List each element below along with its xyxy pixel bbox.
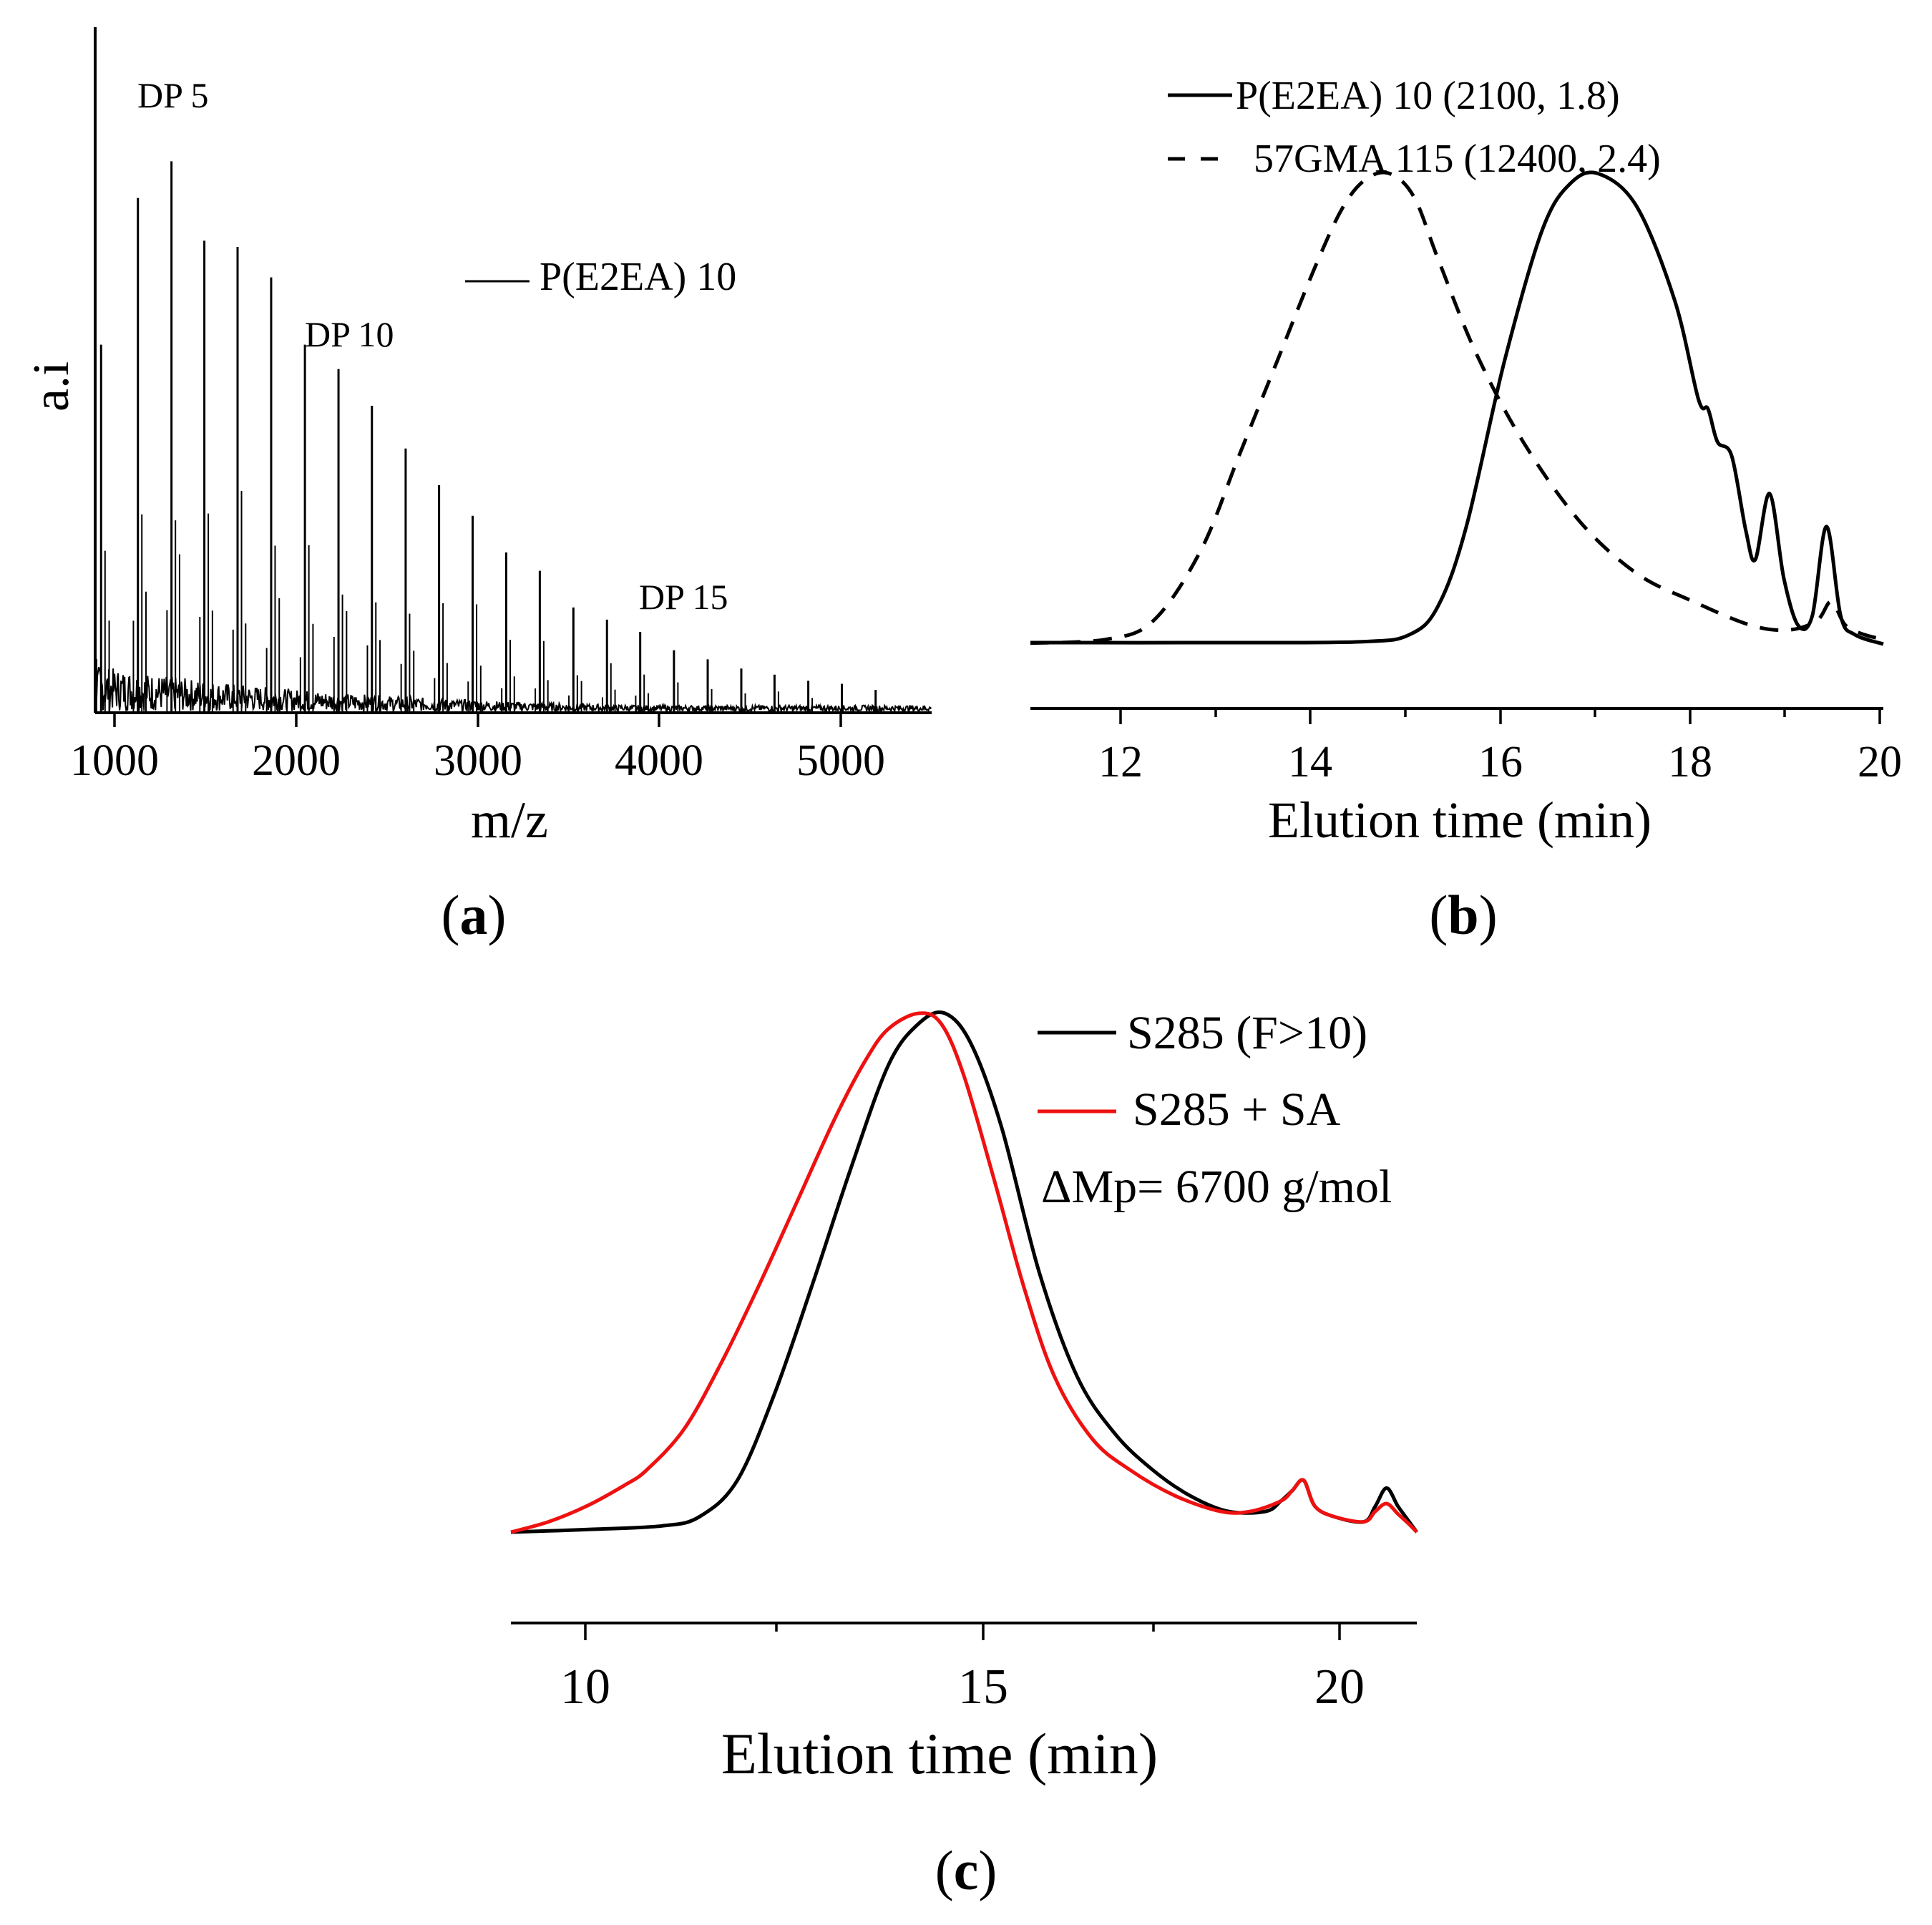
panel-a: 1000 2000 3000 4000 5000 m/z a.i DP 5 DP… — [22, 27, 932, 946]
panel-c-x-tick-label: 20 — [1314, 1660, 1365, 1715]
panel-a-x-tick-label: 2000 — [252, 736, 341, 785]
panel-c-legend-label-2: S285 + SA — [1133, 1083, 1341, 1136]
panel-b-series-p-e2ea-10 — [1030, 170, 1884, 646]
panel-a-noise-series — [96, 666, 932, 714]
panel-a-x-tick-label: 4000 — [615, 736, 703, 785]
panel-a-annotation-dp15: DP 15 — [639, 577, 728, 617]
panel-a-x-tick-label: 3000 — [434, 736, 522, 785]
panel-a-peak-series — [96, 161, 877, 711]
panel-c-x-axis-title: Elution time (min) — [721, 1721, 1158, 1786]
panel-c-legend-label-1: S285 (F>10) — [1127, 1007, 1367, 1059]
panel-a-legend-label: P(E2EA) 10 — [540, 255, 736, 299]
panel-a-annotation-dp10: DP 10 — [305, 314, 394, 354]
panel-b: 12 14 16 18 20 Elution time (min) P(E2EA… — [1030, 74, 1902, 946]
panel-b-x-axis-title: Elution time (min) — [1268, 791, 1652, 849]
panel-c-x-tick-label: 15 — [958, 1660, 1008, 1715]
panel-b-legend-label-1: P(E2EA) 10 (2100, 1.8) — [1236, 74, 1620, 118]
panel-a-annotation-dp5: DP 5 — [137, 75, 209, 115]
panel-a-x-tick-label: 5000 — [796, 736, 885, 785]
panel-c-annotation-delta-mp: ΔMp= 6700 g/mol — [1041, 1161, 1392, 1213]
panel-c-label: (c) — [935, 1839, 997, 1901]
panel-c-series-s285-sa — [510, 1011, 1418, 1534]
panel-b-x-tick-label: 14 — [1288, 738, 1332, 786]
panel-b-series-57gma-115 — [1030, 170, 1884, 645]
panel-b-x-tick-label: 20 — [1858, 738, 1902, 786]
panel-b-x-tick-label: 16 — [1478, 738, 1523, 786]
panel-b-label: (b) — [1429, 884, 1497, 946]
panel-a-x-axis-title: m/z — [471, 791, 548, 849]
panel-c-x-tick-label: 10 — [560, 1660, 610, 1715]
panel-b-x-tick-label: 18 — [1668, 738, 1712, 786]
panel-b-legend-label-2: 57GMA 115 (12400, 2.4) — [1254, 137, 1661, 181]
panel-a-label: (a) — [441, 884, 507, 946]
panel-a-x-tick-label: 1000 — [70, 736, 159, 785]
panel-c: 10 15 20 Elution time (min) S285 (F>10) … — [510, 1007, 1419, 1901]
panel-b-x-tick-label: 12 — [1098, 738, 1143, 786]
panel-a-y-axis-title: a.i — [22, 361, 79, 411]
panel-a-noise-line — [96, 666, 932, 714]
